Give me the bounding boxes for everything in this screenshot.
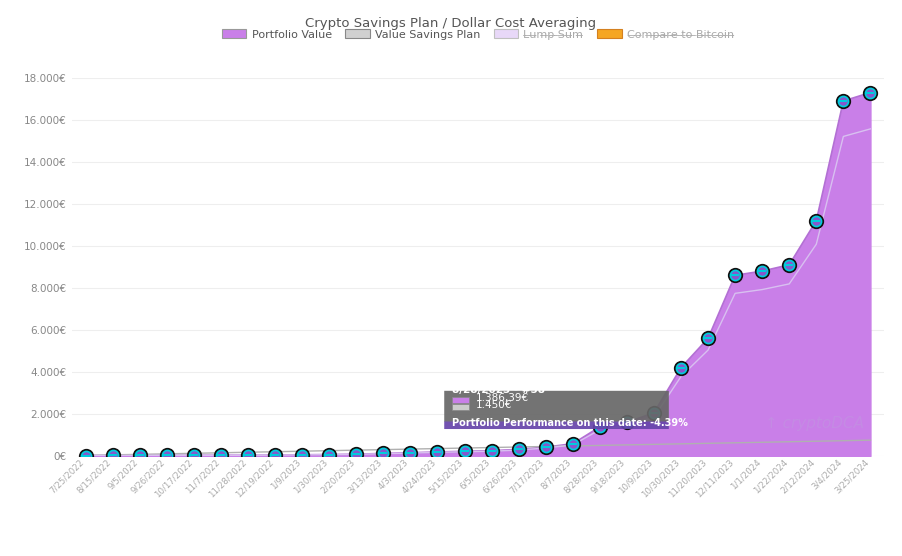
Text: ↑ cryptoDCA: ↑ cryptoDCA [765, 416, 863, 431]
Text: Crypto Savings Plan / Dollar Cost Averaging: Crypto Savings Plan / Dollar Cost Averag… [306, 17, 596, 29]
FancyBboxPatch shape [444, 391, 668, 422]
FancyBboxPatch shape [453, 404, 469, 410]
Text: 1.450€: 1.450€ [475, 400, 511, 410]
FancyBboxPatch shape [444, 421, 668, 429]
Text: 8/28/2023 - #58: 8/28/2023 - #58 [453, 385, 546, 395]
Legend: Portfolio Value, Value Savings Plan, L̶u̶m̶p̶ ̶S̶u̶m̶, C̶o̶m̶p̶a̶r̶e̶ ̶t̶o̶ ̶B̶i: Portfolio Value, Value Savings Plan, L̶u… [217, 25, 739, 44]
Text: Portfolio Performance on this date: -4.39%: Portfolio Performance on this date: -4.3… [453, 418, 688, 428]
FancyBboxPatch shape [453, 396, 469, 403]
Text: 1.386,39€: 1.386,39€ [475, 393, 529, 403]
